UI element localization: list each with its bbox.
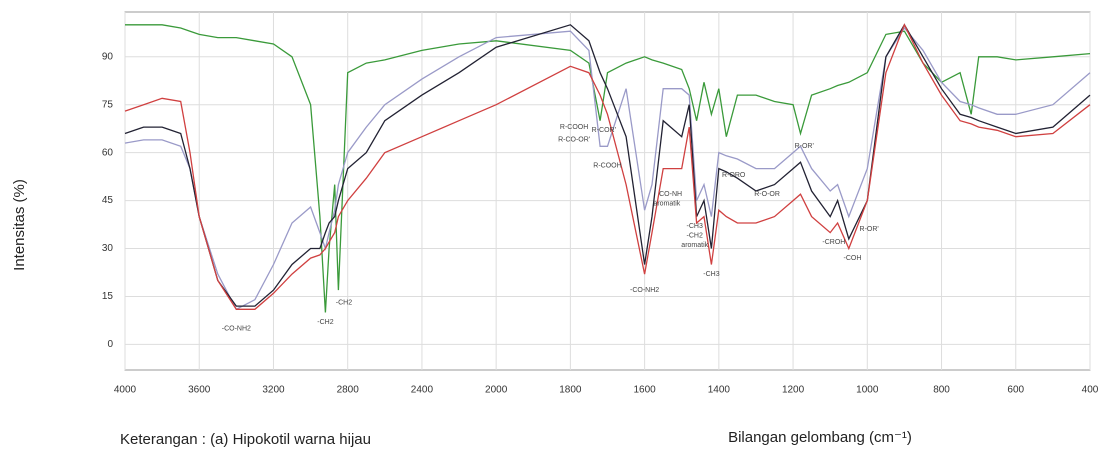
annotation: R-ORO: [722, 172, 746, 179]
annotation: -CH3: [703, 271, 719, 278]
y-tick-label: 90: [102, 51, 114, 62]
spectrum-line: [124, 23, 1091, 310]
x-tick-label: 600: [1007, 385, 1024, 396]
x-tick-label: 1000: [856, 385, 879, 396]
annotation: -CO-NH2: [630, 287, 659, 294]
plot-area: [124, 11, 1091, 371]
y-tick-label: 45: [102, 195, 114, 206]
x-tick-label: 1600: [633, 385, 656, 396]
x-tick-label: 2800: [337, 385, 360, 396]
annotation: R-OR': [860, 226, 879, 233]
annotation: -CO-NH2: [222, 325, 251, 332]
annotation: -CH2: [317, 319, 333, 326]
x-tick-label: 2000: [485, 385, 508, 396]
x-tick-label: 1400: [708, 385, 731, 396]
x-tick-label: 1200: [782, 385, 805, 396]
x-tick-label: 2400: [411, 385, 434, 396]
x-tick-label: 3600: [188, 385, 211, 396]
x-tick-label: 3200: [262, 385, 285, 396]
annotation: R-CO-OR': [558, 137, 590, 144]
annotation: R-O-OR: [754, 191, 780, 198]
x-tick-label: 800: [933, 385, 950, 396]
annotation: R-COOH: [593, 162, 621, 169]
annotation: R-COOH: [560, 124, 588, 131]
y-axis-label: Intensitas (%): [11, 179, 28, 271]
spectrum-line: [124, 23, 1091, 307]
caption: Keterangan : (a) Hipokotil warna hijau: [120, 431, 371, 448]
annotation: -CH2: [687, 233, 703, 240]
y-tick-label: 60: [102, 147, 114, 158]
x-tick-label: 4000: [114, 385, 137, 396]
y-tick-label: 0: [107, 339, 113, 350]
x-tick-label: 1800: [559, 385, 582, 396]
x-tick-label: 400: [1082, 385, 1099, 396]
annotation: -COH: [844, 255, 862, 262]
annotation: -CH3: [687, 223, 703, 230]
annotation: aromatik: [653, 201, 680, 208]
annotation: R-OR': [795, 143, 814, 150]
spectrum-line: [125, 24, 1091, 313]
y-tick-label: 75: [102, 99, 114, 110]
annotation: aromatik: [681, 242, 708, 249]
annotation: -CROH: [822, 239, 845, 246]
x-axis-label: Bilangan gelombang (cm⁻¹): [728, 429, 912, 446]
y-tick-label: 15: [102, 291, 114, 302]
annotation: CO-NH: [659, 191, 682, 198]
annotation: -CH2: [336, 300, 352, 307]
y-tick-label: 30: [102, 243, 114, 254]
annotation: R-COR': [592, 127, 616, 134]
